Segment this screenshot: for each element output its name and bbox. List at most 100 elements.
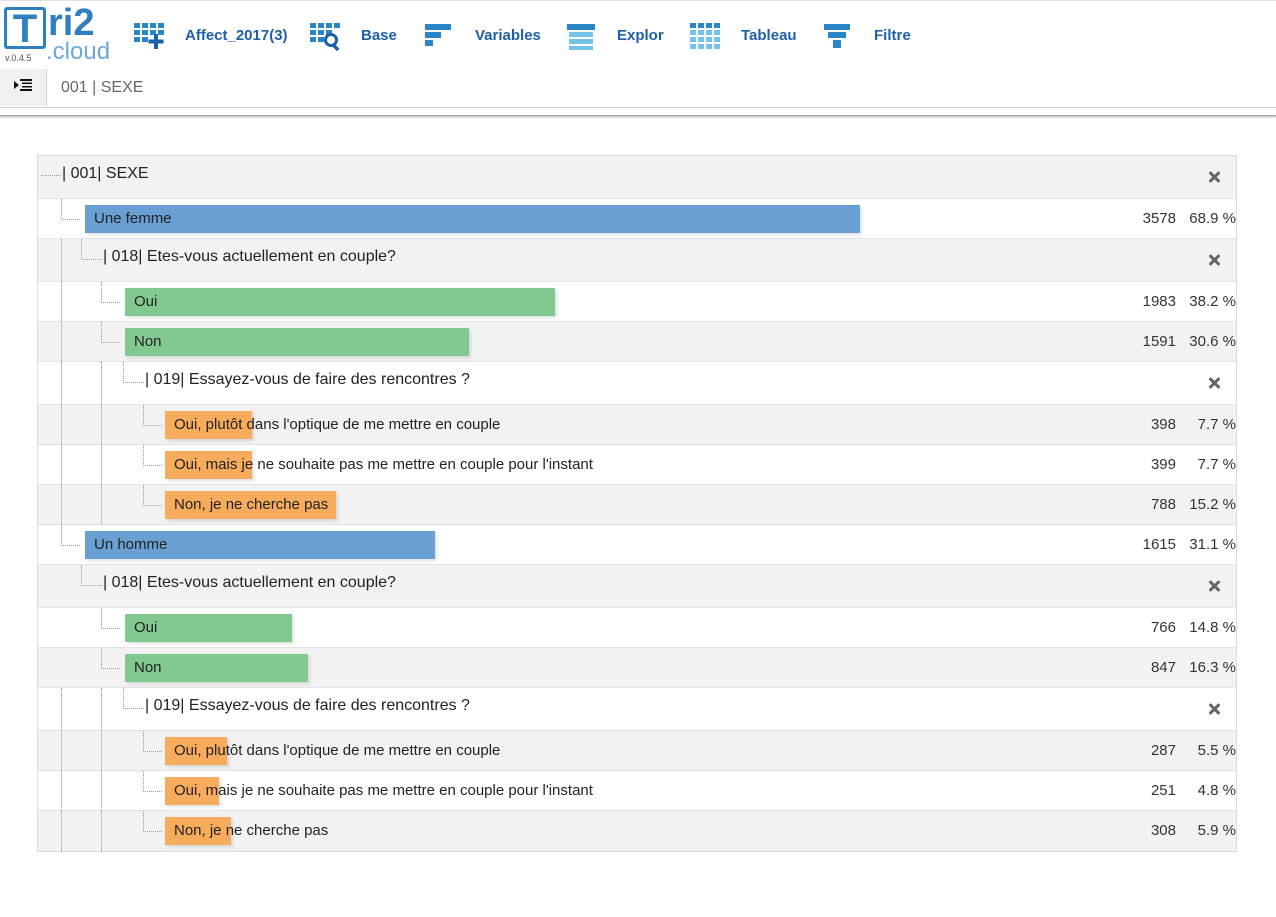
- percent-value: 14.8 %: [1189, 619, 1236, 636]
- share-bar: [125, 328, 469, 356]
- sidebar-toggle-button[interactable]: [0, 69, 47, 106]
- percent-value: 7.7 %: [1197, 416, 1236, 433]
- grid-search-icon: [309, 21, 341, 52]
- category-row[interactable]: Non, je ne cherche pas 308 5.9 %: [38, 811, 1236, 851]
- category-label: Non: [134, 659, 162, 676]
- tree-connector: [143, 405, 162, 426]
- tree-connector: [61, 199, 80, 220]
- category-row[interactable]: Oui, plutôt dans l'optique de me mettre …: [38, 405, 1236, 445]
- percent-value: 30.6 %: [1189, 333, 1236, 350]
- tree-connector: [61, 525, 80, 546]
- share-bar: [165, 777, 219, 805]
- menu-variables-label: Variables: [475, 27, 541, 44]
- share-bar: [165, 737, 227, 765]
- category-row[interactable]: Non 1591 30.6 %: [38, 322, 1236, 362]
- tree-connector: [143, 771, 162, 792]
- share-bar: [85, 205, 860, 233]
- tree-connector: [61, 485, 62, 524]
- count-value: 1591: [1142, 333, 1176, 350]
- category-label: Un homme: [94, 536, 168, 553]
- tree-connector: [143, 731, 162, 752]
- variable-row: | 019| Essayez-vous de faire des rencont…: [38, 688, 1236, 731]
- category-label: Une femme: [94, 210, 172, 227]
- category-label: Oui, plutôt dans l'optique de me mettre …: [174, 416, 501, 433]
- menu-base[interactable]: Base: [309, 19, 397, 53]
- tree-connector: [101, 771, 102, 810]
- category-row[interactable]: Une femme 3578 68.9 %: [38, 199, 1236, 239]
- tree-connector: [61, 811, 62, 851]
- variable-title: | 018| Etes-vous actuellement en couple?: [103, 574, 396, 591]
- category-row[interactable]: Un homme 1615 31.1 %: [38, 525, 1236, 565]
- tree-connector: [143, 445, 162, 466]
- menu-affect[interactable]: Affect_2017(3): [133, 19, 288, 53]
- close-icon[interactable]: [1208, 254, 1220, 266]
- count-value: 1615: [1142, 536, 1176, 553]
- category-row[interactable]: Oui, plutôt dans l'optique de me mettre …: [38, 731, 1236, 771]
- category-label: Oui, plutôt dans l'optique de me mettre …: [174, 742, 501, 759]
- share-bar: [125, 288, 555, 316]
- tree-connector: [123, 688, 144, 709]
- menu-tableau[interactable]: Tableau: [689, 19, 797, 53]
- percent-value: 15.2 %: [1189, 496, 1236, 513]
- category-row[interactable]: Oui 766 14.8 %: [38, 608, 1236, 648]
- percent-value: 38.2 %: [1189, 293, 1236, 310]
- tree-connector: [61, 282, 62, 321]
- close-icon[interactable]: [1208, 377, 1220, 389]
- tree-connector: [101, 811, 102, 851]
- tree-connector: [101, 362, 102, 404]
- percent-value: 16.3 %: [1189, 659, 1236, 676]
- tree-connector: [101, 485, 102, 524]
- variable-title: | 019| Essayez-vous de faire des rencont…: [145, 697, 470, 714]
- menu-explor[interactable]: Explor: [565, 19, 664, 53]
- count-value: 251: [1150, 782, 1176, 799]
- tree-connector: [101, 445, 102, 484]
- category-label: Non: [134, 333, 162, 350]
- tree-connector: [101, 688, 102, 730]
- category-row[interactable]: Oui, mais je ne souhaite pas me mettre e…: [38, 771, 1236, 811]
- tree-connector: [61, 322, 62, 361]
- count-value: 766: [1150, 619, 1176, 636]
- table-grid-icon: [689, 21, 721, 51]
- category-label: Oui, mais je ne souhaite pas me mettre e…: [174, 782, 593, 799]
- variable-row: | 019| Essayez-vous de faire des rencont…: [38, 362, 1236, 405]
- version-label: v.0.4.5: [5, 53, 32, 63]
- tree-connector: [101, 282, 120, 303]
- menu-variables[interactable]: Variables: [423, 19, 541, 53]
- category-label: Oui, mais je ne souhaite pas me mettre e…: [174, 456, 593, 473]
- count-value: 788: [1150, 496, 1176, 513]
- tree-connector: [81, 239, 102, 260]
- count-value: 847: [1150, 659, 1176, 676]
- breadcrumb-bar: 001 | SEXE: [0, 69, 1276, 108]
- logo-text: ri2: [48, 2, 95, 44]
- category-label: Non, je ne cherche pas: [174, 822, 329, 839]
- tree-connector: [61, 731, 62, 770]
- percent-value: 5.9 %: [1197, 822, 1236, 839]
- menu-filtre-label: Filtre: [874, 27, 911, 44]
- count-value: 308: [1150, 822, 1176, 839]
- crosstab-tree: | 001| SEXE Une femme 3578 68.9 % | 018|…: [37, 155, 1237, 852]
- tree-connector: [61, 688, 62, 730]
- close-icon[interactable]: [1208, 580, 1220, 592]
- variable-row: | 018| Etes-vous actuellement en couple?: [38, 239, 1236, 282]
- category-row[interactable]: Oui 1983 38.2 %: [38, 282, 1236, 322]
- menu-tableau-label: Tableau: [741, 27, 797, 44]
- share-bar: [165, 411, 252, 439]
- tree-connector: [101, 731, 102, 770]
- close-icon[interactable]: [1208, 171, 1220, 183]
- menu-affect-label: Affect_2017(3): [185, 27, 288, 44]
- close-icon[interactable]: [1208, 703, 1220, 715]
- tree-connector: [61, 239, 62, 281]
- percent-value: 4.8 %: [1197, 782, 1236, 799]
- funnel-icon: [822, 21, 854, 51]
- category-row[interactable]: Non, je ne cherche pas 788 15.2 %: [38, 485, 1236, 525]
- tree-connector: [61, 771, 62, 810]
- tri2-cloud-logo[interactable]: T ri2 .cloud v.0.4.5: [2, 2, 110, 64]
- explor-bars-icon: [565, 21, 597, 51]
- menu-filtre[interactable]: Filtre: [822, 19, 911, 53]
- category-row[interactable]: Oui, mais je ne souhaite pas me mettre e…: [38, 445, 1236, 485]
- share-bar: [125, 654, 308, 682]
- header-shadow: [0, 115, 1276, 119]
- menu-explor-label: Explor: [617, 27, 664, 44]
- tree-root-row: | 001| SEXE: [38, 156, 1236, 199]
- category-row[interactable]: Non 847 16.3 %: [38, 648, 1236, 688]
